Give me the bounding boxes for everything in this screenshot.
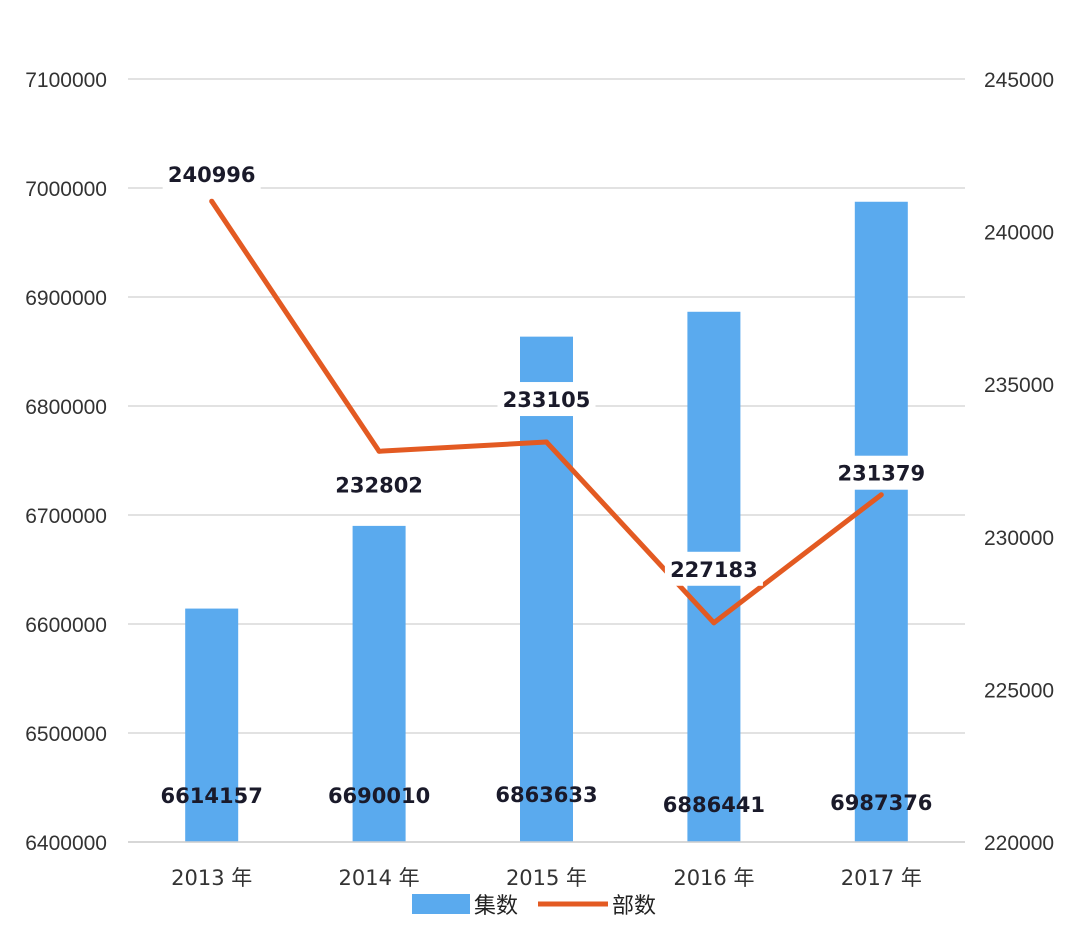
legend-swatch-bar xyxy=(412,894,470,914)
left-tick-label: 6800000 xyxy=(25,396,107,419)
line-label-box xyxy=(664,551,763,586)
left-tick-label: 7100000 xyxy=(25,69,107,92)
line-label-box xyxy=(330,467,429,502)
left-y-axis: 6400000 6500000 6600000 6700000 6800000 69000… xyxy=(25,69,107,855)
bar-series xyxy=(185,201,908,843)
x-tick-label: 2013 年 xyxy=(171,866,252,890)
x-tick-label: 2015 年 xyxy=(506,866,587,890)
x-tick-label: 2014 年 xyxy=(339,866,420,890)
right-tick-label: 225000 xyxy=(984,679,1054,702)
line-point xyxy=(878,492,884,498)
bar-data-label: 6690010 xyxy=(328,784,430,808)
line-data-label: 231379 xyxy=(837,462,925,486)
right-tick-label: 235000 xyxy=(984,374,1054,397)
line-data-label: 227183 xyxy=(670,558,758,582)
bar xyxy=(352,525,406,842)
bar-data-label: 6863633 xyxy=(495,783,597,807)
left-tick-label: 7000000 xyxy=(25,178,107,201)
line-label-box xyxy=(162,157,261,192)
legend: 集数 部数 xyxy=(412,894,656,919)
line-label-box xyxy=(497,382,596,417)
bar xyxy=(185,608,239,842)
bar xyxy=(520,336,573,842)
left-tick-label: 6700000 xyxy=(25,505,107,528)
line-data-label: 232802 xyxy=(335,473,423,497)
line-point xyxy=(376,448,382,454)
line-point xyxy=(209,198,215,204)
bar xyxy=(854,201,908,843)
x-tick-label: 2016 年 xyxy=(673,866,754,890)
line-data-label: 240996 xyxy=(168,163,256,187)
right-tick-label: 230000 xyxy=(984,527,1054,550)
left-tick-label: 6600000 xyxy=(25,614,107,637)
legend-label-line: 部数 xyxy=(612,894,656,919)
bar-data-labels: 6614157 6690010 6863633 6886441 6987376 xyxy=(161,783,933,817)
x-tick-label: 2017 年 xyxy=(841,866,922,890)
bar-data-label: 6614157 xyxy=(161,784,263,808)
line-point xyxy=(711,620,717,626)
right-tick-label: 220000 xyxy=(984,832,1054,855)
right-tick-label: 245000 xyxy=(984,69,1054,92)
line-series xyxy=(209,198,884,626)
left-tick-label: 6500000 xyxy=(25,723,107,746)
x-axis: 2013 年 2014 年 2015 年 2016 年 2017 年 xyxy=(128,841,965,890)
right-tick-label: 240000 xyxy=(984,222,1054,245)
line-data-labels: 240996 232802 233105 227183 231379 xyxy=(162,157,931,586)
bar-data-label: 6886441 xyxy=(663,793,765,817)
legend-label-bar: 集数 xyxy=(474,894,518,919)
right-y-axis: 220000 225000 230000 235000 240000 245000 xyxy=(984,69,1054,855)
line-point xyxy=(544,439,549,445)
line-data-label: 233105 xyxy=(503,388,591,412)
line-label-box xyxy=(832,455,931,490)
left-tick-label: 6400000 xyxy=(25,832,107,855)
left-tick-label: 6900000 xyxy=(25,287,107,310)
bar-data-label: 6987376 xyxy=(830,791,932,815)
